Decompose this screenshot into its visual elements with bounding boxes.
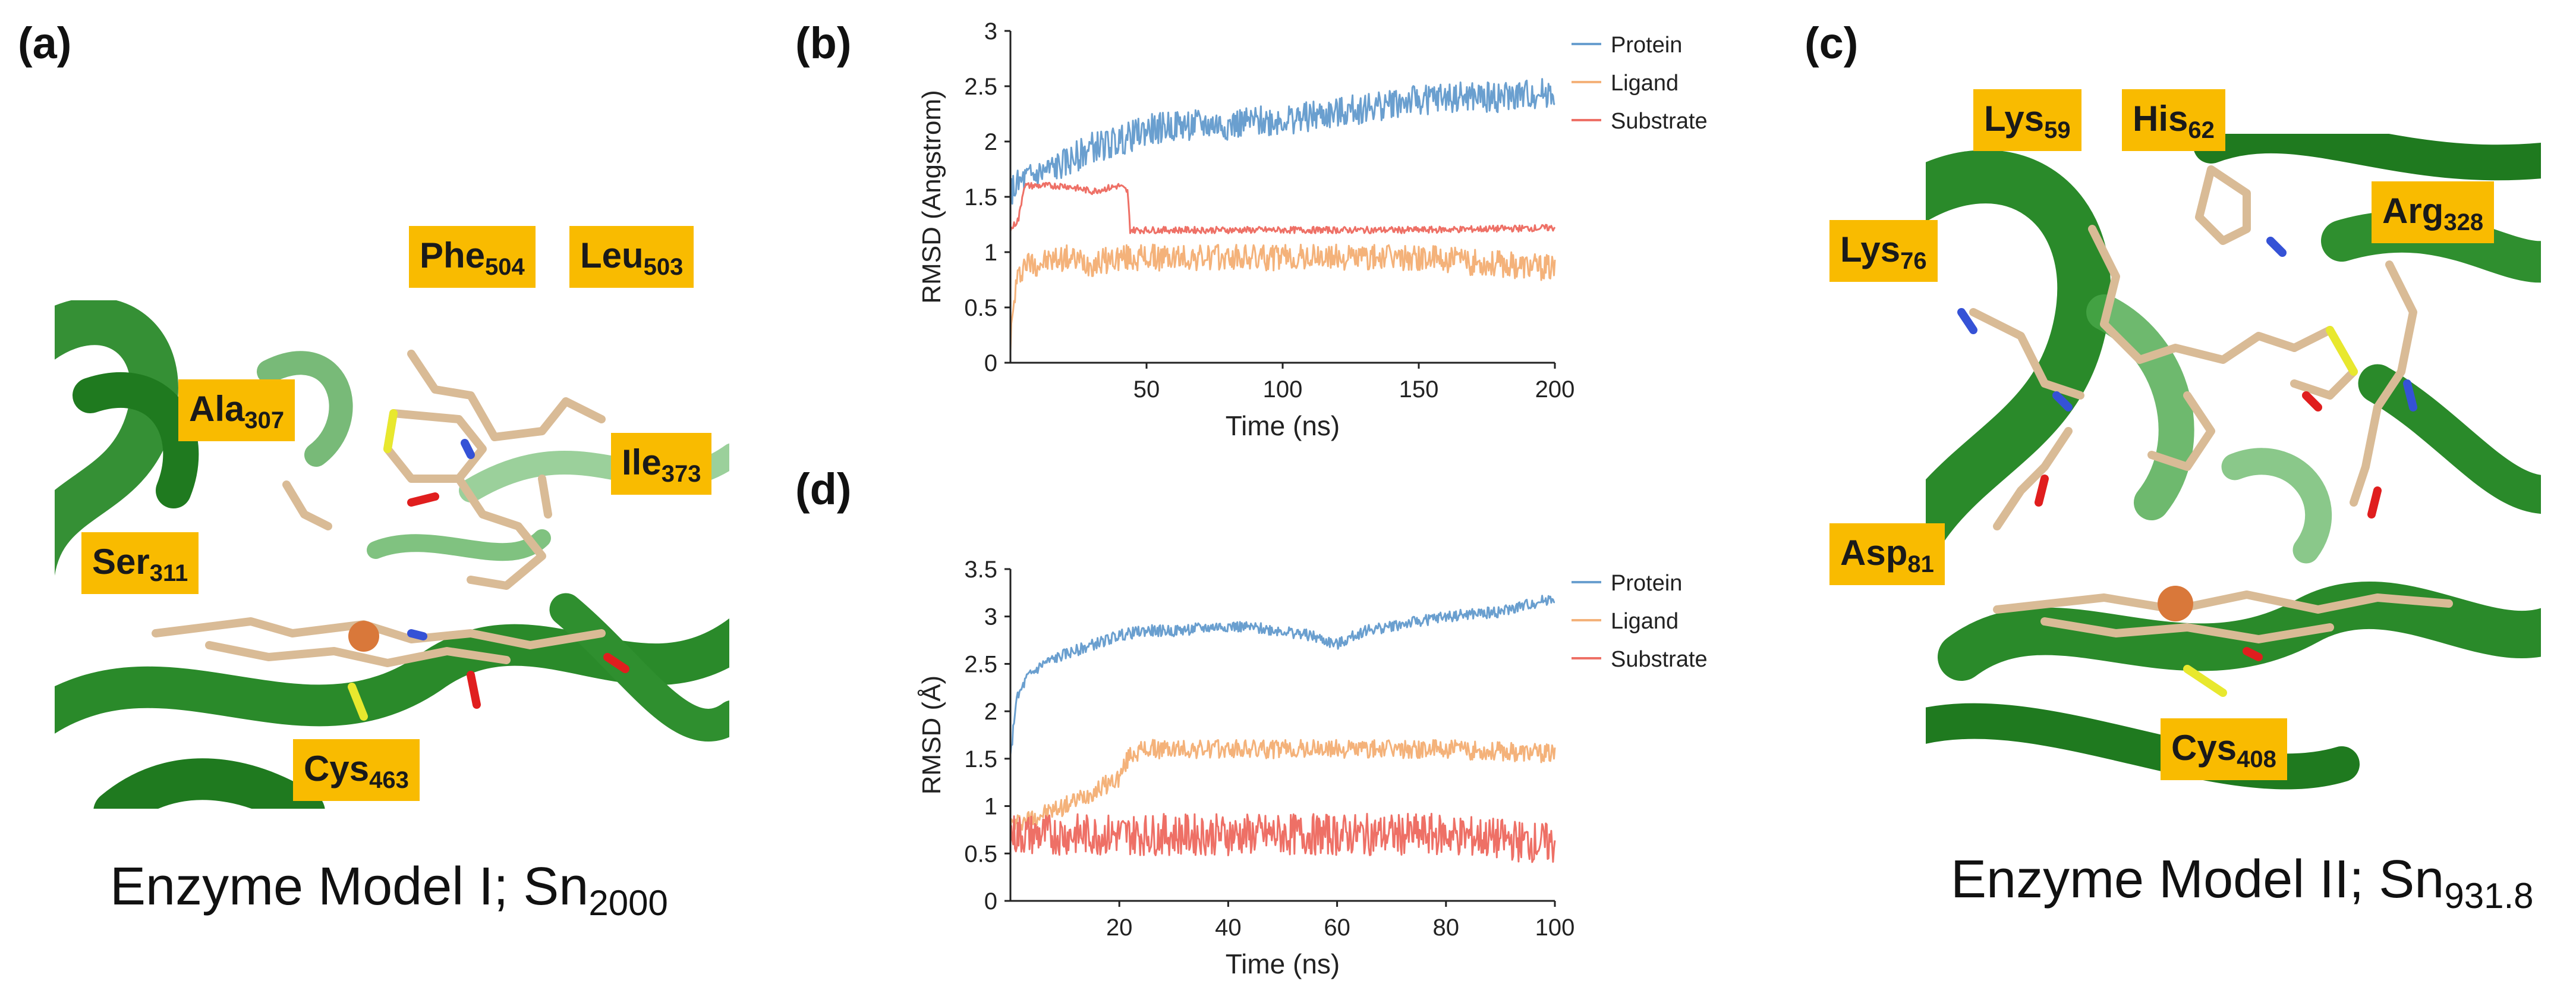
x-axis-label: Time (ns) <box>1226 948 1340 979</box>
x-tick-label: 100 <box>1535 915 1575 941</box>
panel-a-caption: Enzyme Model I; Sn2000 <box>110 857 668 923</box>
panel-d-letter: (d) <box>795 464 852 514</box>
y-tick-label: 1.5 <box>964 746 997 772</box>
series-line-protein <box>1009 595 1555 755</box>
rmsd-chart-b: 0 0.5 1 1.5 2 2.5 3 50 100 150 200 Time (ns) RMSD (A… <box>915 18 1759 446</box>
residue-label-cys463: Cys463 <box>293 739 420 801</box>
y-axis-label: RMSD (Å) <box>917 676 946 794</box>
x-tick-label: 40 <box>1215 915 1241 941</box>
residue-label-lys76: Lys76 <box>1829 220 1938 282</box>
y-tick-label: 3 <box>984 18 997 45</box>
panel-c-letter: (c) <box>1805 18 1859 68</box>
legend-label-protein: Protein <box>1611 33 1682 58</box>
x-tick-label: 80 <box>1433 915 1460 941</box>
residue-label-ile373: Ile373 <box>611 433 712 495</box>
residue-label-asp81: Asp81 <box>1829 523 1945 585</box>
y-axis-label: RMSD (Angstrom) <box>917 90 946 303</box>
y-tick-label: 0.5 <box>964 295 997 321</box>
series-line-ligand <box>1009 739 1556 833</box>
panel-b-letter: (b) <box>795 18 852 68</box>
y-tick-label: 2 <box>984 129 997 155</box>
y-tick-label: 0 <box>984 350 997 376</box>
x-tick-label: 20 <box>1106 915 1133 941</box>
y-tick-label: 2.5 <box>964 74 997 100</box>
legend-label-substrate: Substrate <box>1611 109 1708 134</box>
series-line-substrate <box>1009 181 1556 234</box>
x-tick-label: 50 <box>1133 376 1160 403</box>
x-tick-label: 150 <box>1399 376 1439 403</box>
legend-label-ligand: Ligand <box>1611 71 1679 96</box>
panel-c-caption: Enzyme Model II; Sn931.8 <box>1951 850 2534 916</box>
y-tick-label: 1 <box>984 794 997 820</box>
legend-label-protein: Protein <box>1611 571 1682 596</box>
enzyme-model-2-structure-image <box>1926 134 2541 791</box>
series-line-protein <box>1009 78 1555 205</box>
residue-label-phe504: Phe504 <box>409 226 536 288</box>
y-tick-label: 2 <box>984 699 997 725</box>
enzyme-model-1-structure-image <box>55 300 729 809</box>
x-tick-label: 200 <box>1535 376 1575 403</box>
series-line-ligand <box>1009 243 1556 352</box>
residue-label-cys408: Cys408 <box>2161 718 2287 780</box>
residue-label-his62: His62 <box>2122 89 2225 151</box>
y-tick-label: 1 <box>984 240 997 266</box>
y-tick-label: 0.5 <box>964 841 997 867</box>
rmsd-chart-b-svg: 0 0.5 1 1.5 2 2.5 3 50 100 150 200 Time (ns) RMSD (A… <box>917 18 1708 441</box>
legend-label-substrate: Substrate <box>1611 647 1708 672</box>
y-tick-label: 1.5 <box>964 184 997 211</box>
residue-label-ala307: Ala307 <box>178 379 295 441</box>
residue-label-ser311: Ser311 <box>81 532 199 594</box>
x-tick-label: 60 <box>1324 915 1350 941</box>
y-tick-label: 3 <box>984 604 997 630</box>
y-tick-label: 0 <box>984 888 997 915</box>
x-axis-label: Time (ns) <box>1226 410 1340 441</box>
panel-a-letter: (a) <box>18 18 72 68</box>
y-tick-label: 3.5 <box>964 557 997 583</box>
residue-label-arg328: Arg328 <box>2372 181 2495 243</box>
x-tick-label: 100 <box>1263 376 1303 403</box>
y-tick-label: 2.5 <box>964 651 997 677</box>
rmsd-chart-d: 0 0.5 1 1.5 2 2.5 3 3.5 20 40 60 80 100 Time (ns) RMSD… <box>915 557 1759 984</box>
legend-label-ligand: Ligand <box>1611 609 1679 634</box>
residue-label-leu503: Leu503 <box>569 226 694 288</box>
rmsd-chart-d-svg: 0 0.5 1 1.5 2 2.5 3 3.5 20 40 60 80 100 Time (ns) RMSD… <box>917 557 1708 979</box>
residue-label-lys59: Lys59 <box>1973 89 2081 151</box>
series-line-substrate <box>1009 812 1556 863</box>
